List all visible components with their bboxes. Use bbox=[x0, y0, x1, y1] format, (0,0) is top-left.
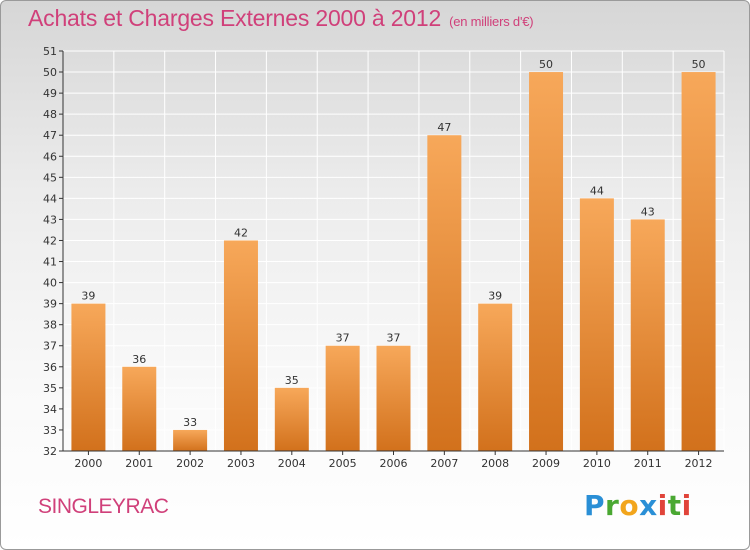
bars bbox=[71, 72, 716, 452]
proxiti-logo: Proxiti bbox=[584, 489, 692, 522]
x-tick-label: 2000 bbox=[74, 457, 102, 470]
bar-value-label: 39 bbox=[81, 290, 95, 303]
y-tick-label: 46 bbox=[43, 150, 57, 163]
bar bbox=[579, 198, 614, 451]
y-tick-label: 36 bbox=[43, 361, 57, 374]
x-tick-label: 2010 bbox=[583, 457, 611, 470]
x-tick-label: 2012 bbox=[685, 457, 713, 470]
x-tick-label: 2004 bbox=[278, 457, 306, 470]
bar bbox=[173, 429, 208, 451]
bar-value-label: 35 bbox=[285, 374, 299, 387]
x-tick-label: 2003 bbox=[227, 457, 255, 470]
bar bbox=[630, 219, 665, 451]
bar bbox=[529, 72, 564, 451]
bar-value-label: 44 bbox=[590, 184, 604, 197]
bar-value-label: 36 bbox=[132, 353, 146, 366]
y-tick-label: 33 bbox=[43, 424, 57, 437]
bar bbox=[427, 135, 462, 452]
bar-value-label: 33 bbox=[183, 416, 197, 429]
bar bbox=[223, 240, 258, 451]
chart-title: Achats et Charges Externes 2000 à 2012 (e… bbox=[28, 5, 534, 32]
chart-unit: (en milliers d'€) bbox=[449, 14, 534, 29]
bar-value-label: 42 bbox=[234, 226, 248, 239]
bar bbox=[681, 72, 716, 451]
bar-value-label: 37 bbox=[387, 332, 401, 345]
commune-name: SINGLEYRAC bbox=[38, 495, 169, 518]
y-tick-label: 39 bbox=[43, 298, 57, 311]
bar-value-label: 50 bbox=[539, 58, 553, 71]
bar bbox=[325, 345, 360, 451]
x-tick-label: 2006 bbox=[380, 457, 408, 470]
bar-value-label: 39 bbox=[488, 290, 502, 303]
y-tick-label: 42 bbox=[43, 234, 57, 247]
y-tick-label: 37 bbox=[43, 340, 57, 353]
y-tick-label: 49 bbox=[43, 87, 57, 100]
axes bbox=[59, 50, 724, 455]
bar bbox=[274, 387, 309, 451]
bar bbox=[376, 345, 411, 451]
x-tick-label: 2009 bbox=[532, 457, 560, 470]
bar bbox=[478, 303, 513, 451]
x-tick-label: 2011 bbox=[634, 457, 662, 470]
chart-title-text: Achats et Charges Externes 2000 à 2012 bbox=[28, 5, 442, 31]
y-tick-label: 41 bbox=[43, 256, 57, 269]
y-tick-label: 48 bbox=[43, 108, 57, 121]
x-tick-label: 2008 bbox=[481, 457, 509, 470]
x-tick-label: 2005 bbox=[329, 457, 357, 470]
bar-value-label: 47 bbox=[437, 121, 451, 134]
x-tick-label: 2007 bbox=[430, 457, 458, 470]
y-tick-label: 45 bbox=[43, 171, 57, 184]
x-tick-label: 2001 bbox=[125, 457, 153, 470]
x-tick-label: 2002 bbox=[176, 457, 204, 470]
bar-value-label: 43 bbox=[641, 205, 655, 218]
y-tick-label: 35 bbox=[43, 382, 57, 395]
y-tick-label: 34 bbox=[43, 403, 57, 416]
y-tick-label: 40 bbox=[43, 277, 57, 290]
bar bbox=[122, 366, 157, 451]
y-tick-label: 32 bbox=[43, 445, 57, 458]
y-tick-label: 51 bbox=[43, 45, 57, 58]
bar bbox=[71, 303, 106, 451]
labels: 32 33 34 35 36 37 38 39 40 41 42 43 44 45 46 47 48 49 50 51… bbox=[43, 45, 713, 470]
y-tick-label: 44 bbox=[43, 192, 57, 205]
bar-value-label: 37 bbox=[336, 332, 350, 345]
y-tick-label: 43 bbox=[43, 213, 57, 226]
bar-value-label: 50 bbox=[692, 58, 706, 71]
y-tick-label: 38 bbox=[43, 319, 57, 332]
y-tick-label: 50 bbox=[43, 66, 57, 79]
y-tick-label: 47 bbox=[43, 129, 57, 142]
